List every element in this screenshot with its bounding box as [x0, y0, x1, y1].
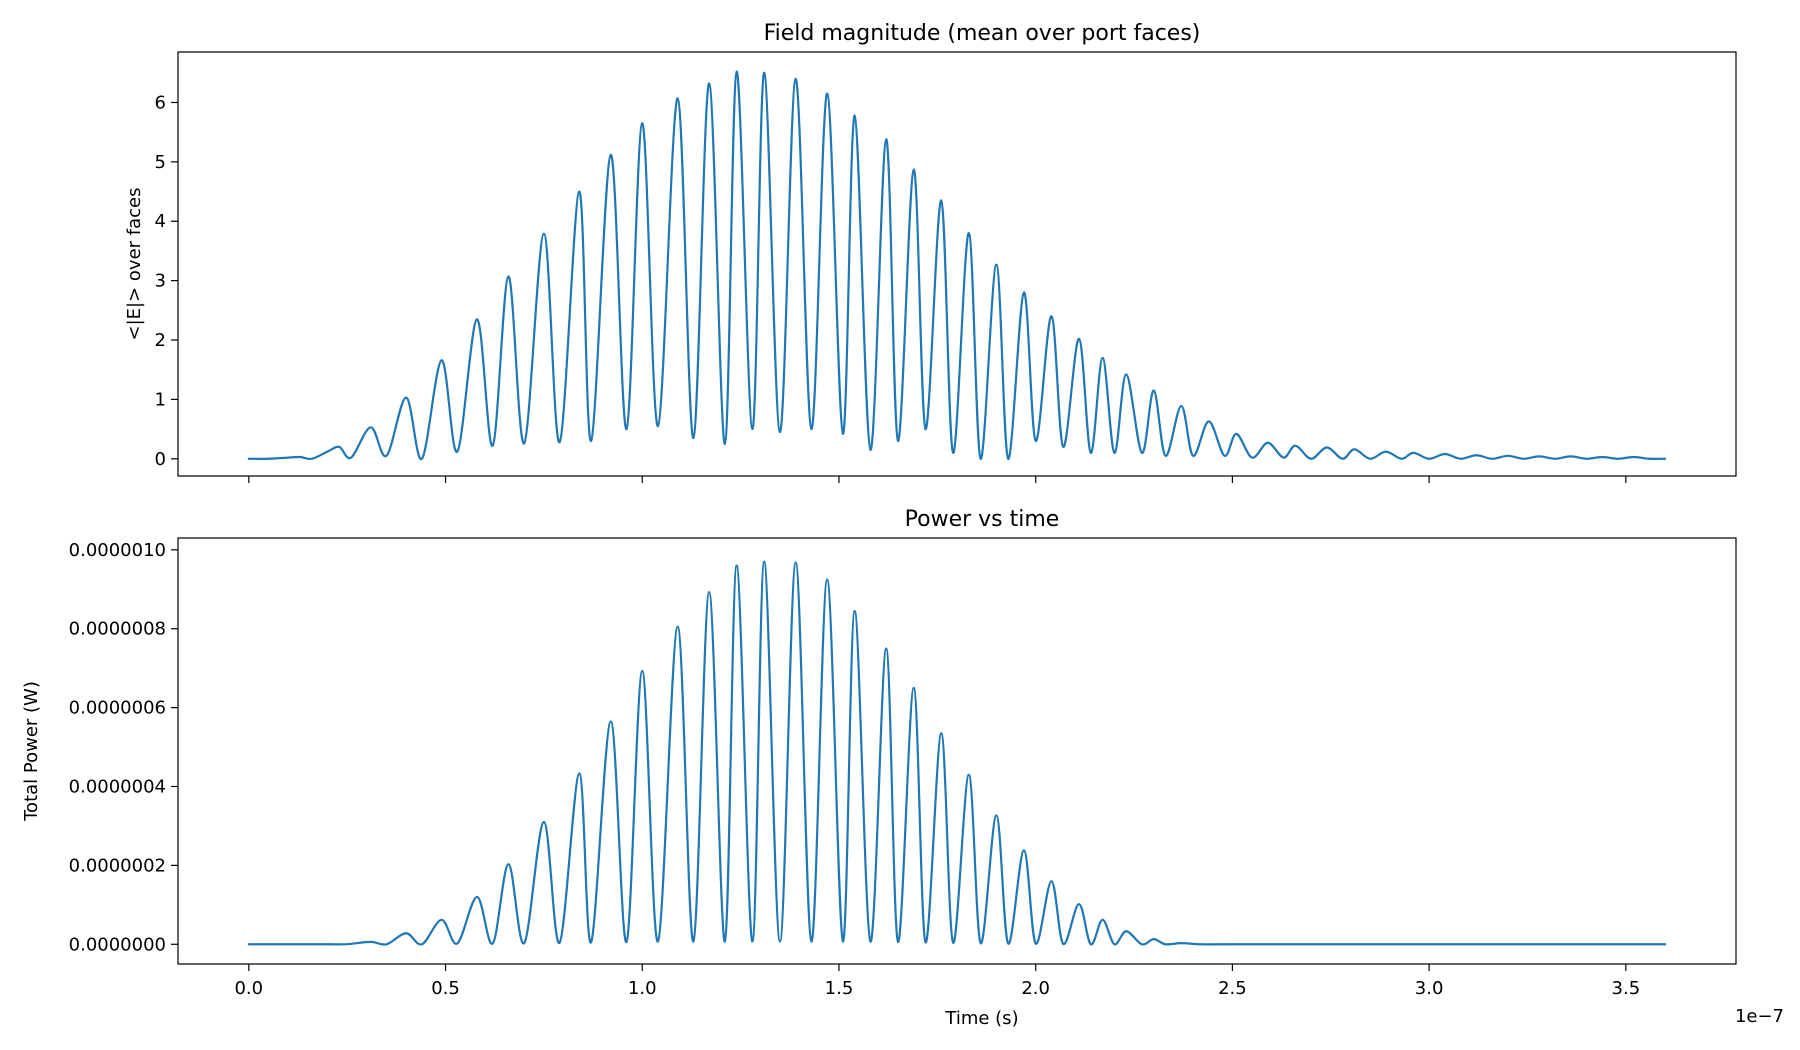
y-tick-label: 0.0000004 [69, 777, 166, 798]
xlabel-power: Time (s) [944, 1008, 1018, 1029]
x-offset-label: 1e−7 [1735, 1006, 1784, 1027]
y-tick-label: 6 [155, 92, 166, 113]
power-panel: Power vs time Total Power (W) Time (s) 1… [21, 507, 1784, 1029]
series-line [247, 70, 1667, 461]
x-tick-label: 3.0 [1415, 978, 1444, 999]
axes-frame-field [177, 51, 1737, 477]
x-tick-label: 1.5 [825, 978, 854, 999]
y-tick-label: 0.0000002 [69, 855, 166, 876]
series-group-field [247, 70, 1667, 461]
ticks-field: 0 1 2 3 4 5 6 [155, 92, 1627, 483]
y-tick-label: 2 [155, 330, 166, 351]
field-magnitude-panel: Field magnitude (mean over port faces) <… [124, 21, 1737, 483]
x-tick-label: 3.5 [1612, 978, 1641, 999]
y-tick-label: 4 [155, 211, 166, 232]
y-tick-label: 0.0000006 [69, 698, 166, 719]
x-tick-label: 0.5 [431, 978, 460, 999]
chart-title-field: Field magnitude (mean over port faces) [764, 21, 1201, 46]
y-tick-label: 5 [155, 152, 166, 173]
ylabel-field: <|E|> over faces [124, 188, 145, 341]
x-tick-label: 1.0 [628, 978, 657, 999]
series-group-power [247, 560, 1667, 946]
y-tick-label: 0.0000008 [69, 619, 166, 640]
y-tick-label: 0.0000000 [69, 934, 166, 955]
y-tick-label: 1 [155, 389, 166, 410]
y-tick-label: 0 [155, 449, 166, 470]
ticks-power: 0.0 0.5 1.0 1.5 2.0 2.5 3.0 3.5 0.0000000 0.00000… [69, 540, 1641, 999]
series-line [247, 560, 1667, 946]
x-tick-label: 2.0 [1021, 978, 1050, 999]
axes-frame-power [177, 537, 1737, 965]
x-tick-label: 2.5 [1218, 978, 1247, 999]
ylabel-power: Total Power (W) [21, 681, 42, 822]
y-tick-label: 0.0000010 [69, 540, 166, 561]
x-tick-label: 0.0 [234, 978, 263, 999]
y-tick-label: 3 [155, 271, 166, 292]
chart-title-power: Power vs time [905, 507, 1060, 532]
